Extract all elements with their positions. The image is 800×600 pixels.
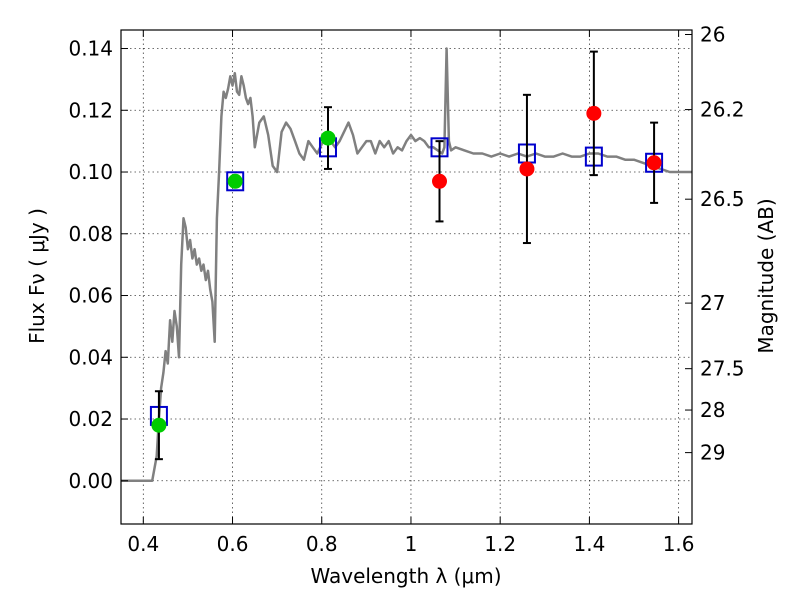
y-tick-label: 0.06 bbox=[68, 284, 113, 308]
optical-data-point bbox=[227, 173, 243, 189]
nir-data-point bbox=[646, 155, 662, 171]
model-flux-marker bbox=[226, 171, 245, 192]
axes-ticks: 0.4 0.6 0.8 1 1.2 1.4 1.6 0.00 0.02 0.04 0.06 0.08 0… bbox=[68, 22, 744, 556]
x-tick-label: 1.4 bbox=[573, 532, 605, 556]
y-tick-label: 0.04 bbox=[68, 345, 113, 369]
y2-tick-label: 26.5 bbox=[700, 187, 745, 211]
y2-tick-label: 26 bbox=[700, 22, 725, 46]
x-tick-label: 0.4 bbox=[127, 532, 159, 556]
nir-data-point bbox=[519, 161, 535, 177]
y-tick-label: 0.08 bbox=[68, 222, 113, 246]
x-axis-label: Wavelength λ (μm) bbox=[310, 564, 501, 588]
photometry-layer bbox=[149, 50, 664, 461]
y2-tick-label: 27 bbox=[700, 291, 725, 315]
optical-data-point bbox=[320, 130, 336, 146]
y2-tick-label: 27.5 bbox=[700, 357, 745, 381]
y-tick-label: 0.10 bbox=[68, 160, 113, 184]
nir-data-point bbox=[432, 173, 448, 189]
y-axis-label: Flux Fν ( μJy ) bbox=[25, 208, 49, 344]
y2-tick-label: 26.2 bbox=[700, 98, 745, 122]
plot-frame bbox=[120, 29, 693, 525]
x-tick-label: 1.2 bbox=[484, 532, 516, 556]
nir-data-point bbox=[586, 105, 602, 121]
x-tick-label: 0.6 bbox=[217, 532, 249, 556]
spectrum-line-layer bbox=[121, 47, 692, 483]
x-tick-label: 1 bbox=[405, 532, 418, 556]
y-tick-label: 0.14 bbox=[68, 37, 113, 61]
x-tick-label: 0.8 bbox=[306, 532, 338, 556]
y2-tick-label: 29 bbox=[700, 441, 725, 465]
x-tick-label: 1.6 bbox=[663, 532, 695, 556]
spectrum-line bbox=[121, 47, 692, 483]
y-tick-label: 0.00 bbox=[68, 469, 113, 493]
y-tick-label: 0.12 bbox=[68, 98, 113, 122]
y2-tick-label: 28 bbox=[700, 398, 725, 422]
y2-axis-label: Magnitude (AB) bbox=[754, 198, 778, 353]
y-tick-label: 0.02 bbox=[68, 407, 113, 431]
optical-data-point bbox=[151, 417, 167, 433]
